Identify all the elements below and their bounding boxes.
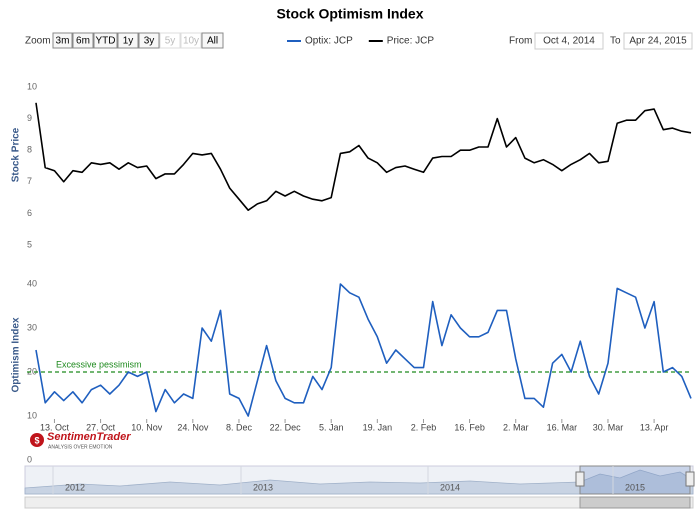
x-tick-label: 16. Feb xyxy=(454,422,485,432)
scrollbar-thumb[interactable] xyxy=(579,496,691,509)
navigator-label: 2015 xyxy=(625,482,645,492)
threshold-label: Excessive pessimism xyxy=(56,359,142,369)
x-tick-label: 13. Oct xyxy=(40,422,70,432)
navigator-label: 2013 xyxy=(253,482,273,492)
zoom-label: Zoom xyxy=(25,36,51,47)
navigator-handle[interactable] xyxy=(575,471,585,487)
to-value[interactable]: Apr 24, 2015 xyxy=(629,36,687,47)
legend-label[interactable]: Optix: JCP xyxy=(305,36,353,47)
y2-axis-title: Optimism Index xyxy=(11,317,22,392)
zoom-button-label[interactable]: YTD xyxy=(96,36,116,47)
x-tick-label: 10. Nov xyxy=(131,422,163,432)
logo: $ SentimenTrader ANALYSIS OVER EMOTION xyxy=(30,431,131,450)
logo-tagline: ANALYSIS OVER EMOTION xyxy=(48,444,113,450)
zoom-button-label[interactable]: All xyxy=(207,36,218,47)
x-tick-label: 8. Dec xyxy=(226,422,253,432)
y2-tick-label: 40 xyxy=(27,278,37,288)
navigator-label: 2014 xyxy=(440,482,460,492)
from-label: From xyxy=(509,36,532,47)
y-tick-label: 10 xyxy=(27,81,37,91)
zoom-button[interactable] xyxy=(93,32,118,49)
zoom-button xyxy=(180,32,202,49)
zoom-button[interactable] xyxy=(52,32,73,49)
zoom-buttons: 3m 6m YTD 1y 3y 5y 10y All xyxy=(52,32,224,49)
zoom-button[interactable] xyxy=(138,32,160,49)
to-input[interactable] xyxy=(623,32,693,50)
x-tick-label: 24. Nov xyxy=(177,422,209,432)
series-line xyxy=(35,102,692,211)
chart-title: Stock Optimism Index xyxy=(276,6,423,22)
logo-icon-text: $ xyxy=(34,435,39,445)
x-tick-label: 2. Feb xyxy=(411,422,437,432)
zoom-button xyxy=(159,32,181,49)
zoom-button[interactable] xyxy=(117,32,139,49)
y-tick-label: 6 xyxy=(27,208,32,218)
navigator-label: 2012 xyxy=(65,482,85,492)
zoom-button[interactable] xyxy=(201,32,224,49)
from-value[interactable]: Oct 4, 2014 xyxy=(543,36,595,47)
y2-tick-label: 30 xyxy=(27,322,37,332)
y2-tick-label: 10 xyxy=(27,410,37,420)
logo-icon xyxy=(30,433,44,447)
zoom-button-label: 10y xyxy=(183,36,199,47)
zoom-button-label[interactable]: 3y xyxy=(144,36,155,47)
y-tick-label: 9 xyxy=(27,113,32,123)
x-tick-label: 5. Jan xyxy=(319,422,344,432)
x-tick-label: 16. Mar xyxy=(547,422,578,432)
legend-label[interactable]: Price: JCP xyxy=(387,36,435,47)
logo-name: SentimenTrader xyxy=(47,431,131,443)
zoom-button[interactable] xyxy=(72,32,94,49)
zoom-button-label: 5y xyxy=(165,36,176,47)
zoom-button-label[interactable]: 6m xyxy=(76,36,90,47)
y-tick-label: 5 xyxy=(27,239,32,249)
y-axis-title: Stock Price xyxy=(11,127,22,182)
x-tick-label: 22. Dec xyxy=(270,422,302,432)
navigator xyxy=(24,465,695,509)
y-tick-label: 7 xyxy=(27,176,32,186)
series-line xyxy=(35,283,692,417)
scrollbar[interactable] xyxy=(24,496,694,509)
zoom-button-label[interactable]: 1y xyxy=(123,36,134,47)
navigator-handle[interactable] xyxy=(685,471,695,487)
x-tick-label: 13. Apr xyxy=(640,422,669,432)
x-tick-label: 19. Jan xyxy=(363,422,393,432)
to-label: To xyxy=(610,36,621,47)
x-tick-label: 27. Oct xyxy=(86,422,116,432)
from-input[interactable] xyxy=(534,32,604,50)
y2-tick-label: 20 xyxy=(27,366,37,376)
y-tick-label: 8 xyxy=(27,145,32,155)
y2-tick-label: 0 xyxy=(27,454,32,464)
zoom-button-label[interactable]: 3m xyxy=(56,36,70,47)
x-tick-label: 30. Mar xyxy=(593,422,624,432)
x-tick-label: 2. Mar xyxy=(503,422,529,432)
